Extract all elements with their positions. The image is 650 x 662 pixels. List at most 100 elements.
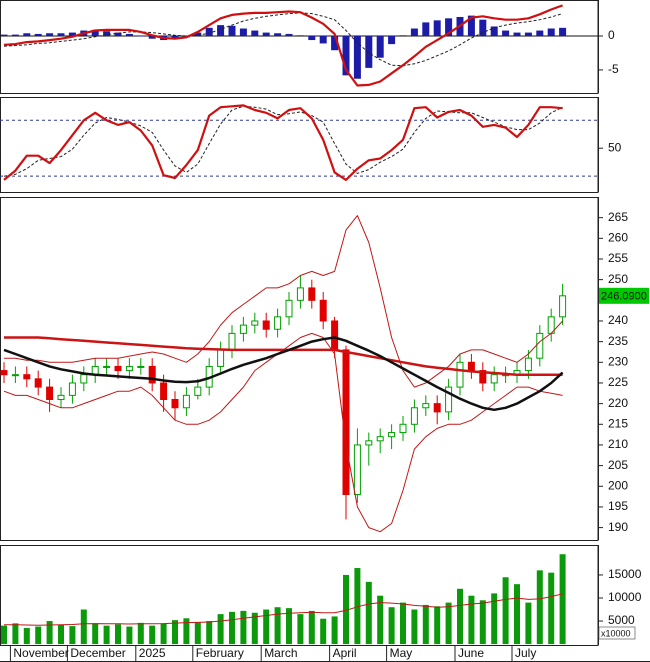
histogram-bar <box>23 33 31 36</box>
histogram-bar <box>262 32 270 36</box>
candle-body <box>182 394 190 409</box>
indicator-line <box>4 215 563 388</box>
histogram-bar <box>331 35 339 51</box>
histogram-bar <box>285 33 293 36</box>
histogram-bar <box>296 35 304 36</box>
histogram-bar <box>410 28 418 36</box>
histogram-bar <box>308 35 316 41</box>
volume-bar <box>251 612 258 645</box>
candle-body <box>536 332 544 359</box>
histogram-bar <box>353 35 361 79</box>
y-tick-label: 250 <box>608 272 628 286</box>
candle-body <box>0 370 8 376</box>
volume-bar <box>422 604 429 645</box>
histogram-bar <box>490 26 498 36</box>
candle-body <box>456 361 464 388</box>
volume-bar <box>137 622 144 645</box>
volume-bar <box>126 626 133 645</box>
y-tick-label: 215 <box>608 416 628 430</box>
y-tick-label: 15000 <box>608 567 642 581</box>
indicator-line <box>4 336 563 376</box>
candle-body <box>114 365 122 372</box>
volume-bar <box>115 624 121 645</box>
volume-bar <box>229 611 235 645</box>
volume-bar <box>46 621 53 645</box>
candle-body <box>308 287 316 301</box>
candle-body <box>285 299 293 318</box>
volume-bar <box>286 608 292 645</box>
candle-body <box>490 374 498 384</box>
volume-bar <box>479 600 486 645</box>
volume-bar <box>525 602 532 645</box>
candle-body <box>160 382 168 400</box>
volume-bar <box>445 602 452 645</box>
volume-bar <box>58 624 64 645</box>
candle-body <box>559 295 567 318</box>
y-tick-label: 225 <box>608 375 628 389</box>
volume-bar <box>217 614 224 645</box>
histogram-bar <box>342 35 350 76</box>
candle-body <box>103 365 111 368</box>
volume-bar <box>343 574 349 645</box>
x-tick-label: 2025 <box>139 646 166 660</box>
volume-bar <box>411 609 418 645</box>
volume-bar <box>297 614 304 645</box>
volume-bar <box>331 616 338 645</box>
volume-bar <box>457 588 463 645</box>
x-tick-label: July <box>515 646 536 660</box>
volume-bar <box>149 625 156 645</box>
candle-body <box>274 316 282 330</box>
histogram-bar <box>422 22 430 36</box>
volume-bar <box>12 623 19 645</box>
histogram-bar <box>137 35 145 37</box>
histogram-bar <box>467 15 475 36</box>
x-tick-label: December <box>70 646 125 660</box>
volume-bar <box>80 609 87 645</box>
candle-body <box>148 365 156 384</box>
price-label: 246.0900 <box>601 291 647 303</box>
y-tick-label: 205 <box>608 458 628 472</box>
volume-bar <box>320 618 327 645</box>
y-tick-label: 0 <box>608 28 615 42</box>
y-tick-label: 230 <box>608 354 628 368</box>
volume-bar <box>92 623 99 645</box>
candle-body <box>217 349 225 367</box>
y-tick-label: 50 <box>608 140 622 154</box>
histogram-bar <box>0 34 8 36</box>
x-tick-label: March <box>264 646 297 660</box>
histogram-bar <box>365 35 373 68</box>
candle-body <box>194 386 202 396</box>
volume-bar <box>206 621 213 645</box>
candle-body <box>399 423 407 434</box>
volume-bar <box>514 584 520 645</box>
histogram-bar <box>251 30 259 36</box>
histogram-bar <box>57 33 65 36</box>
x-tick-label: May <box>390 646 413 660</box>
x-tick-label: June <box>458 646 484 660</box>
histogram-bar <box>479 19 487 36</box>
volume-bar <box>365 581 372 645</box>
indicator-line <box>3 4 563 87</box>
histogram-bar <box>11 34 19 36</box>
indicator-line <box>3 336 564 412</box>
histogram-bar <box>114 32 122 36</box>
candle-body <box>46 386 54 400</box>
candle-body <box>228 332 236 351</box>
x-tick-label: April <box>333 646 357 660</box>
indicator-line <box>3 104 563 181</box>
x-tick-label: November <box>13 646 68 660</box>
histogram-bar <box>433 20 441 36</box>
volume-bar <box>240 610 247 645</box>
candle-body <box>331 320 339 351</box>
candle-body <box>319 299 327 322</box>
y-tick-label: 200 <box>608 478 628 492</box>
histogram-bar <box>274 33 282 36</box>
histogram-bar <box>445 18 453 36</box>
volume-bar <box>23 627 30 645</box>
volume-bar <box>354 568 361 645</box>
candle-body <box>296 287 304 301</box>
volume-bar <box>400 602 406 645</box>
volume-bar <box>308 610 315 645</box>
volume-bar <box>172 620 178 645</box>
